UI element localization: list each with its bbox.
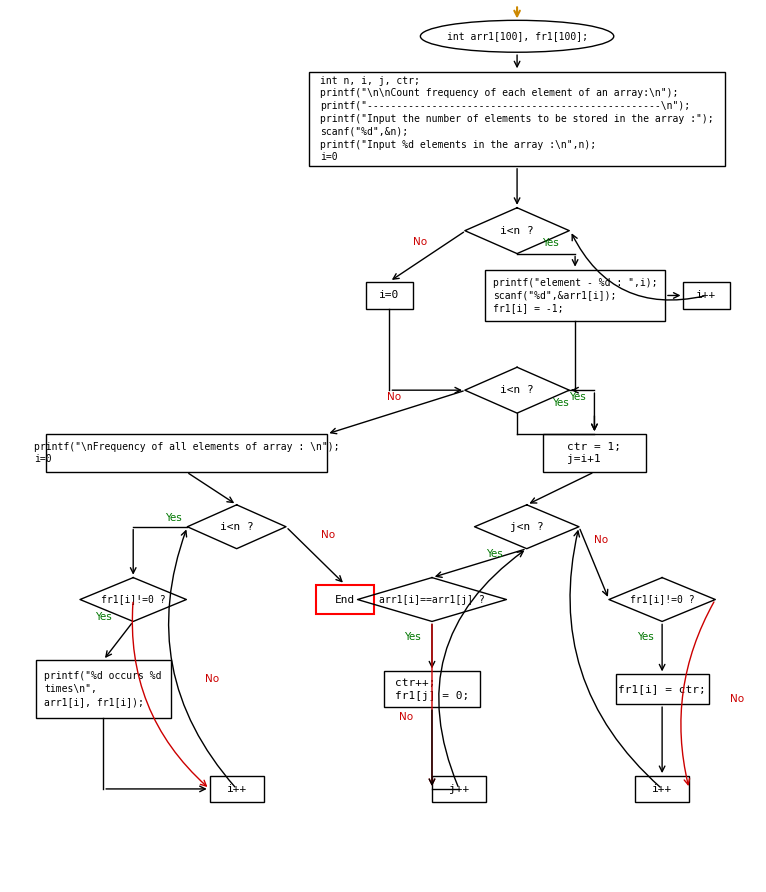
Text: No: No (414, 236, 427, 247)
Text: No: No (594, 534, 608, 545)
Polygon shape (609, 578, 715, 622)
FancyBboxPatch shape (366, 282, 413, 310)
Text: arr1[i]==arr1[j] ?: arr1[i]==arr1[j] ? (379, 595, 485, 605)
Text: fr1[i]!=0 ?: fr1[i]!=0 ? (630, 595, 695, 605)
Text: i<n ?: i<n ? (500, 385, 534, 395)
FancyBboxPatch shape (46, 434, 326, 472)
Text: Yes: Yes (542, 237, 559, 248)
FancyBboxPatch shape (432, 776, 486, 802)
Text: i<n ?: i<n ? (500, 226, 534, 235)
Ellipse shape (421, 21, 614, 53)
Polygon shape (358, 578, 506, 622)
FancyBboxPatch shape (635, 776, 689, 802)
FancyBboxPatch shape (485, 269, 665, 321)
FancyBboxPatch shape (384, 672, 480, 707)
Text: j++: j++ (449, 784, 470, 794)
Polygon shape (474, 505, 579, 549)
Text: Yes: Yes (165, 513, 182, 523)
Text: End: End (335, 595, 355, 605)
Text: printf("\nFrequency of all elements of array : \n");
i=0: printf("\nFrequency of all elements of a… (34, 442, 339, 465)
Polygon shape (465, 208, 569, 253)
Text: Yes: Yes (552, 398, 569, 409)
Text: i++: i++ (652, 784, 673, 794)
FancyBboxPatch shape (309, 71, 725, 167)
Text: ctr++;
fr1[j] = 0;: ctr++; fr1[j] = 0; (394, 678, 469, 700)
Text: i++: i++ (227, 784, 247, 794)
Text: i<n ?: i<n ? (220, 522, 254, 532)
FancyBboxPatch shape (616, 674, 709, 704)
Text: printf("%d occurs %d
times\n",
arr1[i], fr1[i]);: printf("%d occurs %d times\n", arr1[i], … (44, 672, 162, 707)
Text: No: No (322, 530, 336, 540)
Polygon shape (188, 505, 286, 549)
FancyBboxPatch shape (683, 282, 730, 310)
Polygon shape (80, 578, 186, 622)
Text: fr1[i] = ctr;: fr1[i] = ctr; (618, 684, 706, 694)
FancyBboxPatch shape (210, 776, 264, 802)
Text: Yes: Yes (486, 549, 503, 558)
Text: Yes: Yes (404, 632, 421, 642)
FancyBboxPatch shape (543, 434, 646, 472)
Text: Yes: Yes (95, 613, 112, 623)
Text: Yes: Yes (637, 632, 654, 642)
Text: No: No (205, 674, 220, 684)
Text: Yes: Yes (568, 392, 585, 402)
Text: fr1[i]!=0 ?: fr1[i]!=0 ? (101, 595, 165, 605)
Text: int arr1[100], fr1[100];: int arr1[100], fr1[100]; (447, 31, 588, 41)
Text: No: No (729, 694, 744, 704)
Text: printf("element - %d : ",i);
scanf("%d",&arr1[i]);
fr1[i] = -1;: printf("element - %d : ",i); scanf("%d",… (493, 277, 657, 313)
FancyBboxPatch shape (35, 660, 171, 718)
Text: No: No (399, 712, 413, 723)
Text: int n, i, j, ctr;
printf("\n\nCount frequency of each element of an array:\n");
: int n, i, j, ctr; printf("\n\nCount freq… (320, 76, 714, 162)
FancyBboxPatch shape (316, 584, 374, 615)
Polygon shape (465, 368, 569, 413)
Text: j<n ?: j<n ? (510, 522, 544, 532)
Text: i=0: i=0 (379, 291, 400, 301)
Text: No: No (387, 392, 401, 402)
Text: i++: i++ (696, 291, 717, 301)
Text: ctr = 1;
j=i+1: ctr = 1; j=i+1 (568, 442, 621, 465)
